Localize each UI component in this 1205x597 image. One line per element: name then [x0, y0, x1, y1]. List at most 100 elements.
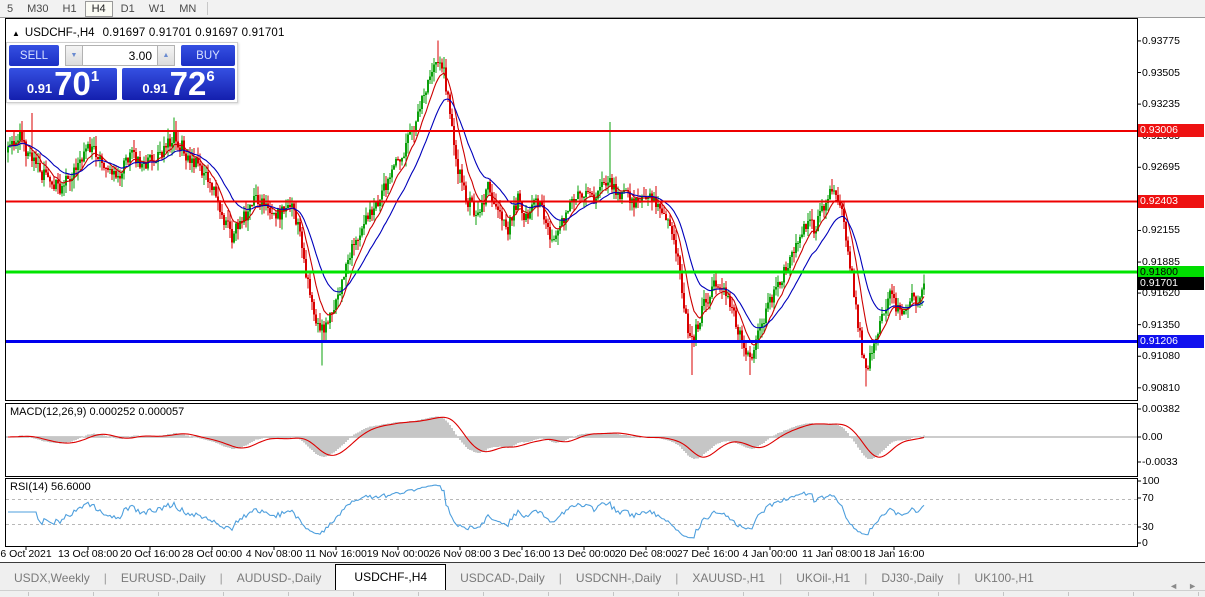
status-bar	[0, 590, 1205, 597]
tab-xauusd-h1[interactable]: XAUUSD-,H1	[692, 571, 766, 585]
timeframe-button-M30[interactable]: M30	[27, 2, 49, 15]
statusbar-tick	[93, 592, 94, 596]
date-axis-label: 4 Nov 08:00	[245, 548, 303, 560]
price-tick-label: 0.91885	[1142, 256, 1180, 269]
date-axis-label: 11 Jan 08:00	[802, 548, 862, 560]
tab-separator: |	[103, 571, 107, 585]
tab-separator: |	[558, 571, 562, 585]
timeframe-button-D1[interactable]: D1	[120, 2, 135, 15]
timeframe-button-H1[interactable]: H1	[62, 2, 77, 15]
tab-eurusd-daily[interactable]: EURUSD-,Daily	[120, 571, 206, 585]
one-click-trade-panel: SELL ▼ 3.00 ▲ BUY 0.91 70 1 0.91 72 6	[6, 42, 238, 103]
volume-input[interactable]: 3.00	[83, 45, 157, 66]
volume-increase-button[interactable]: ▲	[157, 45, 175, 66]
rsi-axis-label: 0	[1142, 537, 1148, 549]
tab-uk100-h1[interactable]: UK100-,H1	[974, 571, 1034, 585]
tab-separator: |	[675, 571, 679, 585]
sell-price-display[interactable]: 0.91 70 1	[9, 67, 118, 100]
price-tick-label: 0.90810	[1142, 381, 1180, 394]
statusbar-tick	[873, 592, 874, 596]
macd-histogram	[9, 416, 925, 460]
statusbar-tick	[1198, 592, 1199, 596]
statusbar-tick	[1133, 592, 1134, 596]
statusbar-tick	[743, 592, 744, 596]
statusbar-tick	[808, 592, 809, 596]
date-axis-label: 11 Nov 16:00	[305, 548, 367, 560]
tab-usdx-weekly[interactable]: USDX,Weekly	[14, 571, 90, 585]
date-axis-label: 13 Oct 08:00	[57, 548, 119, 560]
price-line-badge: 0.93006	[1138, 124, 1204, 138]
tab-scroll-right-icon[interactable]: ►	[1188, 581, 1197, 591]
tab-separator: |	[864, 571, 868, 585]
tab-usdchf-h4[interactable]: USDCHF-,H4	[335, 564, 447, 591]
date-axis-label: 3 Dec 16:00	[493, 548, 551, 560]
date-axis-label: 4 Jan 00:00	[742, 548, 798, 560]
sell-button[interactable]: SELL	[9, 45, 59, 66]
tab-usdcnh-daily[interactable]: USDCNH-,Daily	[575, 571, 662, 585]
chart-symbol-title: USDCHF-,H4	[24, 27, 95, 39]
timeframe-button-MN[interactable]: MN	[179, 2, 197, 15]
buy-price-display[interactable]: 0.91 72 6	[122, 65, 235, 102]
buy-price-main: 72	[169, 65, 207, 102]
collapse-panel-icon[interactable]: ▲	[12, 28, 20, 38]
chart-tab-bar: USDX,Weekly | EURUSD-,Daily | AUDUSD-,Daily U…	[0, 562, 1205, 591]
chart-header: ▲ USDCHF-,H4 0.91697 0.91701 0.91697 0.9…	[12, 26, 285, 40]
volume-decrease-button[interactable]: ▼	[65, 45, 83, 66]
statusbar-tick	[483, 592, 484, 596]
tab-nav: ◄ ►	[1169, 581, 1205, 591]
date-axis-label: 19 Nov 00:00	[366, 548, 430, 560]
statusbar-tick	[613, 592, 614, 596]
date-axis-label: 18 Jan 16:00	[863, 548, 925, 560]
moving-average-line	[7, 72, 925, 346]
timeframe-buttons: 5 M30 H1 H4 D1 W1 MN	[0, 0, 203, 17]
macd-signal-line	[7, 416, 925, 458]
toolbar-separator	[207, 2, 209, 15]
sell-price-pip: 1	[90, 68, 100, 85]
tab-separator: |	[219, 571, 223, 585]
price-tick-label: 0.91080	[1142, 350, 1180, 363]
price-tick-label: 0.93505	[1142, 66, 1180, 79]
price-line-badge: 0.91206	[1138, 334, 1204, 348]
price-tick-label: 0.93775	[1142, 34, 1180, 47]
macd-axis-label: 0.00382	[1142, 403, 1180, 415]
tab-audusd-daily[interactable]: AUDUSD-,Daily	[236, 571, 322, 585]
statusbar-tick	[353, 592, 354, 596]
date-axis-label: 26 Nov 08:00	[428, 548, 492, 560]
chart-canvas	[5, 18, 1141, 550]
statusbar-tick	[288, 592, 289, 596]
buy-button[interactable]: BUY	[181, 45, 235, 66]
buy-price-pip: 6	[206, 68, 215, 85]
tab-ukoil-h1[interactable]: UKOil-,H1	[796, 571, 851, 585]
tab-usdcad-daily[interactable]: USDCAD-,Daily	[460, 571, 545, 585]
rsi-indicator-label: RSI(14) 56.6000	[10, 481, 91, 493]
timeframe-button-W1[interactable]: W1	[148, 2, 166, 15]
rsi-axis-label: 100	[1142, 475, 1160, 487]
buy-price-prefix: 0.91	[142, 81, 168, 96]
statusbar-tick	[938, 592, 939, 596]
price-line-badge: 0.91701	[1138, 277, 1204, 291]
statusbar-tick	[1068, 592, 1069, 596]
date-axis-label: 13 Dec 00:00	[552, 548, 616, 560]
price-tick-label: 0.93235	[1142, 98, 1180, 111]
date-axis-label: 20 Oct 16:00	[119, 548, 181, 560]
tab-scroll-left-icon[interactable]: ◄	[1169, 581, 1179, 591]
tab-separator: |	[779, 571, 783, 585]
price-tick-label: 0.91350	[1142, 318, 1180, 331]
date-axis-label: 27 Dec 16:00	[676, 548, 740, 560]
timeframe-button-5[interactable]: 5	[7, 2, 14, 15]
macd-axis-label: 0.00	[1142, 431, 1163, 443]
tab-dj30-daily[interactable]: DJ30-,Daily	[881, 571, 944, 585]
statusbar-tick	[1003, 592, 1004, 596]
statusbar-tick	[158, 592, 159, 596]
statusbar-tick	[223, 592, 224, 596]
chart-ohlc-values: 0.91697 0.91701 0.91697 0.91701	[102, 27, 285, 39]
timeframe-toolbar: 5 M30 H1 H4 D1 W1 MN	[0, 0, 1205, 18]
date-axis-label: 28 Oct 00:00	[181, 548, 243, 560]
price-line-badge: 0.91800	[1138, 265, 1204, 279]
date-axis-label: 20 Dec 08:00	[614, 548, 678, 560]
sell-price-prefix: 0.91	[26, 81, 53, 96]
date-axis-label: 6 Oct 2021	[0, 548, 52, 560]
timeframe-button-H4[interactable]: H4	[84, 0, 113, 17]
rsi-axis-label: 70	[1142, 492, 1154, 504]
